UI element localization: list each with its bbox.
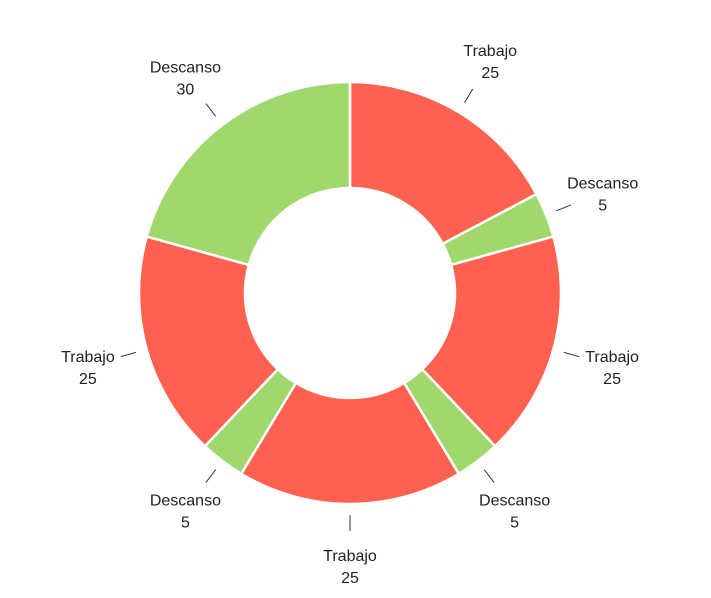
slice-label-0: Trabajo 25 (463, 43, 517, 82)
labels-layer: Trabajo 25 Descanso 5 Trabajo 25 Descanso 5 Trab… (61, 43, 639, 587)
slice-label-name: Trabajo (463, 43, 517, 60)
slice-label-value: 5 (598, 197, 607, 214)
slice-label-name: Descanso (150, 493, 221, 510)
slice-label-6: Trabajo 25 (61, 349, 115, 388)
slice-label-name: Descanso (150, 59, 221, 76)
slice-label-value: 25 (603, 371, 621, 388)
slice-label-value: 25 (481, 65, 499, 82)
leader-line-1 (556, 204, 572, 212)
slice-label-value: 30 (176, 81, 194, 98)
slice-label-name: Trabajo (585, 349, 639, 366)
slice-label-value: 5 (181, 515, 190, 532)
slice-label-value: 5 (510, 515, 519, 532)
slice-label-name: Trabajo (323, 548, 377, 565)
slice-label-name: Descanso (479, 493, 550, 510)
slice-label-1: Descanso 5 (567, 175, 638, 214)
leader-line-0 (464, 88, 474, 104)
leader-line-2 (563, 351, 580, 358)
slice-label-value: 25 (341, 570, 359, 587)
slice-label-name: Trabajo (61, 349, 115, 366)
slice-label-value: 25 (79, 371, 97, 388)
leaders-layer (120, 88, 580, 531)
slices-layer (137, 80, 563, 506)
slice-label-3: Descanso 5 (479, 493, 550, 532)
slice-6-trabajo[interactable] (137, 235, 280, 448)
leader-line-3 (483, 469, 495, 483)
slice-label-7: Descanso 30 (150, 59, 221, 98)
leader-line-7 (205, 103, 217, 117)
leader-line-6 (120, 351, 137, 358)
slice-2-trabajo[interactable] (420, 235, 563, 448)
slice-label-5: Descanso 5 (150, 493, 221, 532)
slice-4-trabajo[interactable] (239, 381, 461, 506)
slice-0-trabajo[interactable] (348, 80, 539, 246)
leader-line-5 (205, 469, 217, 483)
slice-label-4: Trabajo 25 (323, 548, 377, 587)
slice-label-name: Descanso (567, 175, 638, 192)
slice-label-2: Trabajo 25 (585, 349, 639, 388)
slice-7-descanso[interactable] (145, 80, 352, 267)
